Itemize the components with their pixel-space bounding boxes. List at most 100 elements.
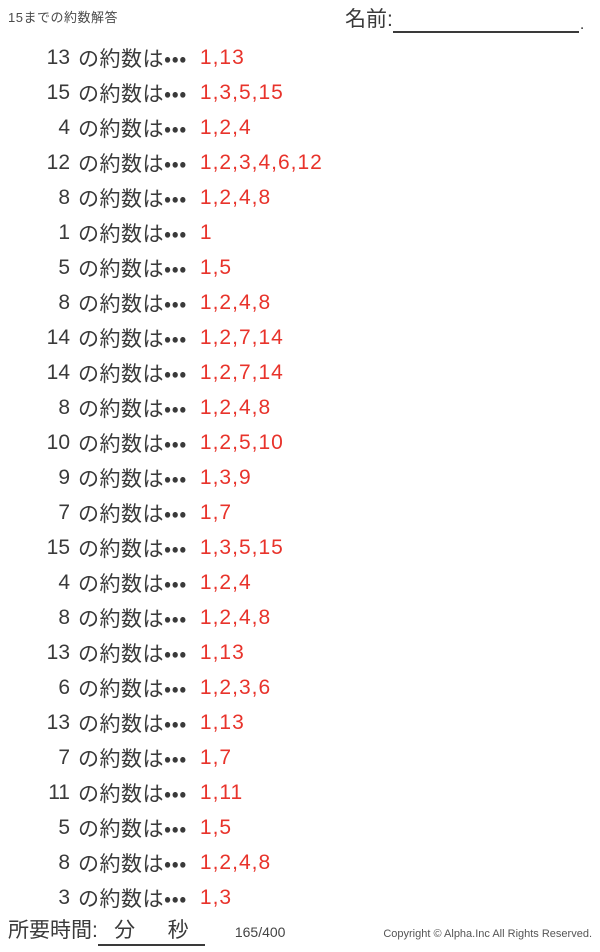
- footer: 所要時間: 分 秒 165/400 Copyright © Alpha.Inc …: [0, 914, 600, 946]
- divisor-row: 3 の約数は・・・ 1,3: [0, 880, 600, 915]
- question-number: 13: [46, 45, 70, 69]
- question-label: の約数は・・・: [78, 712, 187, 736]
- answer-text: 1,2,4,8: [199, 185, 272, 209]
- divisor-row: 4 の約数は・・・ 1,2,4: [0, 565, 600, 600]
- divisor-row: 5 の約数は・・・ 1,5: [0, 810, 600, 845]
- divisor-row: 8 の約数は・・・ 1,2,4,8: [0, 285, 600, 320]
- answer-text: 1,3,9: [199, 465, 252, 489]
- question-label: の約数は・・・: [78, 677, 187, 701]
- divisor-row: 8 の約数は・・・ 1,2,4,8: [0, 180, 600, 215]
- question-number: 5: [58, 255, 70, 279]
- divisor-row: 13 の約数は・・・ 1,13: [0, 635, 600, 670]
- question-number: 8: [58, 395, 70, 419]
- answer-text: 1,2,7,14: [199, 325, 284, 349]
- question-number: 7: [58, 500, 70, 524]
- copyright-text: Copyright © Alpha.Inc All Rights Reserve…: [383, 928, 592, 940]
- question-label: の約数は・・・: [78, 432, 187, 456]
- question-label: の約数は・・・: [78, 887, 187, 911]
- divisor-row: 8 の約数は・・・ 1,2,4,8: [0, 390, 600, 425]
- question-label: の約数は・・・: [78, 327, 187, 351]
- divisor-row: 15 の約数は・・・ 1,3,5,15: [0, 75, 600, 110]
- divisor-row: 8 の約数は・・・ 1,2,4,8: [0, 845, 600, 880]
- question-label: の約数は・・・: [78, 502, 187, 526]
- answer-text: 1: [199, 220, 213, 244]
- answer-text: 1,2,3,4,6,12: [199, 150, 323, 174]
- divisor-row: 9 の約数は・・・ 1,3,9: [0, 460, 600, 495]
- question-number: 15: [46, 80, 70, 104]
- question-number: 3: [58, 885, 70, 909]
- answer-text: 1,11: [199, 780, 244, 804]
- divisor-row: 4 の約数は・・・ 1,2,4: [0, 110, 600, 145]
- divisor-row: 12 の約数は・・・ 1,2,3,4,6,12: [0, 145, 600, 180]
- divisor-row: 14 の約数は・・・ 1,2,7,14: [0, 320, 600, 355]
- answer-text: 1,5: [199, 255, 233, 279]
- questions-list: 13 の約数は・・・ 1,13 15 の約数は・・・ 1,3,5,15 4 の約…: [0, 40, 600, 915]
- question-label: の約数は・・・: [78, 467, 187, 491]
- answer-text: 1,3,5,15: [199, 80, 284, 104]
- question-number: 8: [58, 185, 70, 209]
- question-number: 5: [58, 815, 70, 839]
- question-number: 14: [46, 325, 70, 349]
- question-label: の約数は・・・: [78, 397, 187, 421]
- question-number: 11: [48, 780, 70, 804]
- answer-text: 1,2,7,14: [199, 360, 284, 384]
- question-number: 8: [58, 290, 70, 314]
- question-label: の約数は・・・: [78, 782, 187, 806]
- name-blank-line: [392, 9, 579, 33]
- question-label: の約数は・・・: [78, 187, 187, 211]
- question-label: の約数は・・・: [78, 572, 187, 596]
- question-label: の約数は・・・: [78, 817, 187, 841]
- question-label: の約数は・・・: [78, 362, 187, 386]
- question-number: 1: [58, 220, 70, 244]
- question-label: の約数は・・・: [78, 152, 187, 176]
- divisor-row: 6 の約数は・・・ 1,2,3,6: [0, 670, 600, 705]
- question-label: の約数は・・・: [78, 117, 187, 141]
- divisor-row: 7 の約数は・・・ 1,7: [0, 740, 600, 775]
- question-number: 4: [58, 115, 70, 139]
- answer-text: 1,2,4,8: [199, 850, 272, 874]
- answer-text: 1,3: [199, 885, 233, 909]
- seconds-label: 秒: [167, 919, 189, 942]
- time-required-label: 所要時間:: [8, 919, 98, 942]
- question-number: 13: [46, 710, 70, 734]
- question-label: の約数は・・・: [78, 222, 187, 246]
- answer-text: 1,2,4: [199, 115, 252, 139]
- answer-text: 1,2,4,8: [199, 290, 272, 314]
- divisor-row: 8 の約数は・・・ 1,2,4,8: [0, 600, 600, 635]
- answer-text: 1,2,4: [199, 570, 252, 594]
- answer-text: 1,13: [199, 710, 245, 734]
- divisor-row: 7 の約数は・・・ 1,7: [0, 495, 600, 530]
- question-label: の約数は・・・: [78, 47, 187, 71]
- question-number: 15: [46, 535, 70, 559]
- question-number: 8: [58, 605, 70, 629]
- question-number: 12: [46, 150, 70, 174]
- answer-text: 1,13: [199, 640, 245, 664]
- question-number: 4: [58, 570, 70, 594]
- divisor-row: 1 の約数は・・・ 1: [0, 215, 600, 250]
- divisor-row: 14 の約数は・・・ 1,2,7,14: [0, 355, 600, 390]
- divisor-row: 15 の約数は・・・ 1,3,5,15: [0, 530, 600, 565]
- answer-text: 1,5: [199, 815, 233, 839]
- sheet-number: 165/400: [234, 924, 286, 940]
- question-number: 9: [58, 465, 70, 489]
- name-label: 名前:: [345, 8, 393, 31]
- divisor-row: 11 の約数は・・・ 1,11: [0, 775, 600, 810]
- divisor-row: 13 の約数は・・・ 1,13: [0, 40, 600, 75]
- name-field: 名前: .: [345, 3, 584, 33]
- divisor-row: 10 の約数は・・・ 1,2,5,10: [0, 425, 600, 460]
- question-number: 6: [58, 675, 70, 699]
- question-number: 13: [46, 640, 70, 664]
- divisor-row: 5 の約数は・・・ 1,5: [0, 250, 600, 285]
- divisor-row: 13 の約数は・・・ 1,13: [0, 705, 600, 740]
- question-number: 10: [46, 430, 70, 454]
- answer-text: 1,13: [199, 45, 245, 69]
- question-label: の約数は・・・: [78, 537, 187, 561]
- answer-text: 1,2,4,8: [199, 395, 272, 419]
- time-blank-line: 分 秒: [97, 914, 205, 946]
- answer-text: 1,2,5,10: [199, 430, 284, 454]
- question-label: の約数は・・・: [78, 642, 187, 666]
- worksheet-title: 15までの約数解答: [8, 10, 118, 25]
- question-label: の約数は・・・: [78, 82, 187, 106]
- name-line-period: .: [579, 16, 585, 33]
